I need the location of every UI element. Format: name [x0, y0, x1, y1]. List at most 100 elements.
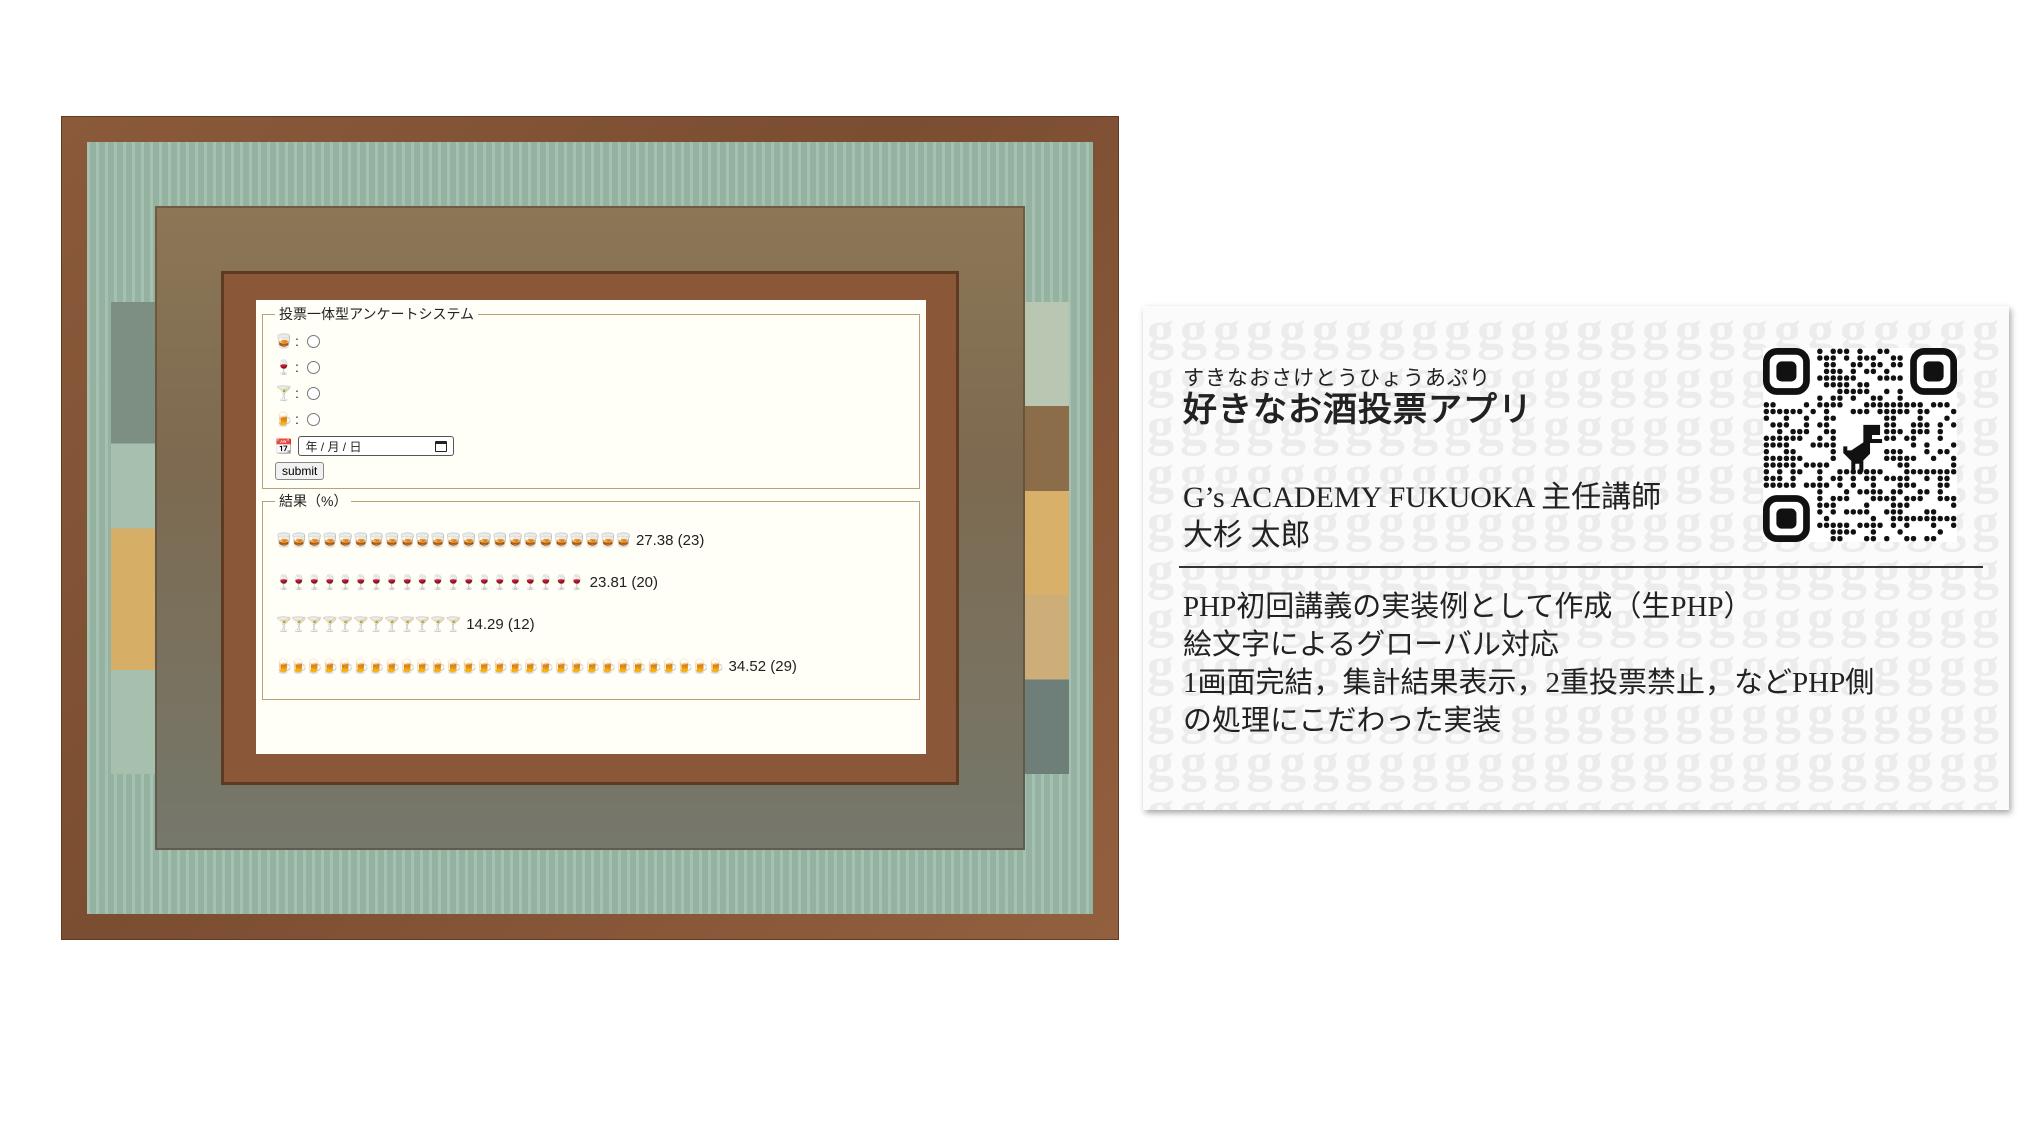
qr-module [1837, 348, 1843, 355]
qr-module [1830, 442, 1836, 448]
qr-module [1783, 435, 1790, 441]
qr-module [1897, 428, 1903, 435]
qr-module [1897, 529, 1903, 535]
qr-module [1870, 489, 1877, 495]
qr-module [1817, 395, 1823, 401]
qr-module [1950, 462, 1957, 468]
qr-module [1817, 502, 1823, 508]
qr-module [1917, 415, 1923, 421]
qr-module [1944, 515, 1950, 522]
qr-module [1803, 428, 1810, 435]
qr-module [1783, 442, 1790, 448]
qr-module [1910, 442, 1917, 448]
radio-beer[interactable] [306, 412, 320, 426]
qr-module [1924, 515, 1930, 522]
qr-module [1890, 362, 1897, 368]
date-input[interactable]: 年 / 月 / 日 [298, 436, 455, 456]
qr-code[interactable] [1763, 348, 1957, 542]
qr-module [1817, 475, 1823, 482]
qr-module [1823, 362, 1830, 368]
results-fieldset: 結果（%） 🥃🥃🥃🥃🥃🥃🥃🥃🥃🥃🥃🥃🥃🥃🥃🥃🥃🥃🥃🥃🥃🥃🥃 27.38 (23)… [262, 491, 920, 700]
qr-module [1924, 475, 1930, 482]
qr-finder-outer [1910, 348, 1957, 395]
qr-module [1857, 509, 1863, 515]
qr-module [1810, 408, 1816, 415]
option-separator: : [295, 385, 299, 401]
qr-module [1843, 382, 1850, 388]
radio-whisky[interactable] [306, 334, 320, 348]
qr-module [1890, 355, 1897, 361]
qr-module [1777, 482, 1783, 488]
qr-module [1823, 428, 1830, 435]
result-bar-whisky: 🥃🥃🥃🥃🥃🥃🥃🥃🥃🥃🥃🥃🥃🥃🥃🥃🥃🥃🥃🥃🥃🥃🥃 [275, 531, 632, 548]
qr-module [1770, 475, 1776, 482]
qr-module [1917, 489, 1923, 495]
qr-module [1877, 348, 1883, 355]
qr-module [1864, 535, 1870, 542]
submit-button[interactable]: submit [275, 462, 325, 480]
qr-module [1950, 408, 1957, 415]
qr-module [1830, 428, 1836, 435]
qr-module [1884, 428, 1890, 435]
calendar-picker-icon[interactable] [435, 440, 448, 452]
qr-module [1930, 509, 1937, 515]
qr-module [1924, 422, 1930, 428]
qr-module [1817, 435, 1823, 441]
qr-module [1897, 475, 1903, 482]
qr-module [1904, 522, 1910, 528]
date-row: 📆 年 / 月 / 日 [275, 432, 907, 460]
qr-module [1843, 355, 1850, 361]
qr-finder-inner [1776, 361, 1797, 382]
qr-module [1817, 509, 1823, 515]
qr-module [1797, 408, 1803, 415]
qr-module [1897, 509, 1903, 515]
qr-module [1830, 435, 1836, 441]
qr-module [1884, 368, 1890, 375]
description-line: 絵文字によるグローバル対応 [1183, 629, 1559, 661]
qr-module [1864, 355, 1870, 361]
qr-module [1823, 375, 1830, 381]
qr-module [1837, 482, 1843, 488]
qr-module [1877, 375, 1883, 381]
radio-cocktail[interactable] [306, 386, 320, 400]
survey-legend: 投票一体型アンケートシステム [279, 306, 475, 322]
qr-module [1884, 535, 1890, 542]
qr-module [1790, 428, 1796, 435]
qr-module [1823, 355, 1830, 361]
qr-module [1837, 495, 1843, 502]
qr-module [1763, 449, 1770, 455]
qr-module [1937, 428, 1943, 435]
qr-module [1890, 375, 1897, 381]
qr-module [1850, 395, 1856, 401]
qr-module [1904, 469, 1910, 475]
qr-module [1890, 489, 1897, 495]
qr-module [1897, 395, 1903, 401]
whisky-icon: 🥃 [275, 332, 293, 349]
qr-module [1884, 375, 1890, 381]
qr-module [1790, 449, 1796, 455]
qr-module [1830, 355, 1836, 361]
qr-module [1857, 355, 1863, 361]
app-screen: 投票一体型アンケートシステム 🥃 : 🍷 : 🍸 : 🍺 : 📆 年 / 月 /… [256, 300, 926, 754]
qr-module [1837, 368, 1843, 375]
qr-module [1837, 388, 1843, 395]
qr-module [1917, 402, 1923, 408]
option-separator: : [295, 333, 299, 349]
radio-wine[interactable] [306, 360, 320, 374]
qr-module [1890, 522, 1897, 528]
qr-module [1877, 469, 1883, 475]
qr-module [1864, 388, 1870, 395]
qr-module [1797, 435, 1803, 441]
qr-module [1904, 475, 1910, 482]
qr-module [1950, 495, 1957, 502]
qr-module [1777, 475, 1783, 482]
qr-module [1837, 402, 1843, 408]
qr-module [1830, 522, 1836, 528]
qr-module [1904, 482, 1910, 488]
qr-module [1930, 402, 1937, 408]
qr-module [1837, 529, 1843, 535]
qr-module [1777, 435, 1783, 441]
qr-module [1890, 475, 1897, 482]
qr-module [1877, 522, 1883, 528]
qr-module [1924, 469, 1930, 475]
